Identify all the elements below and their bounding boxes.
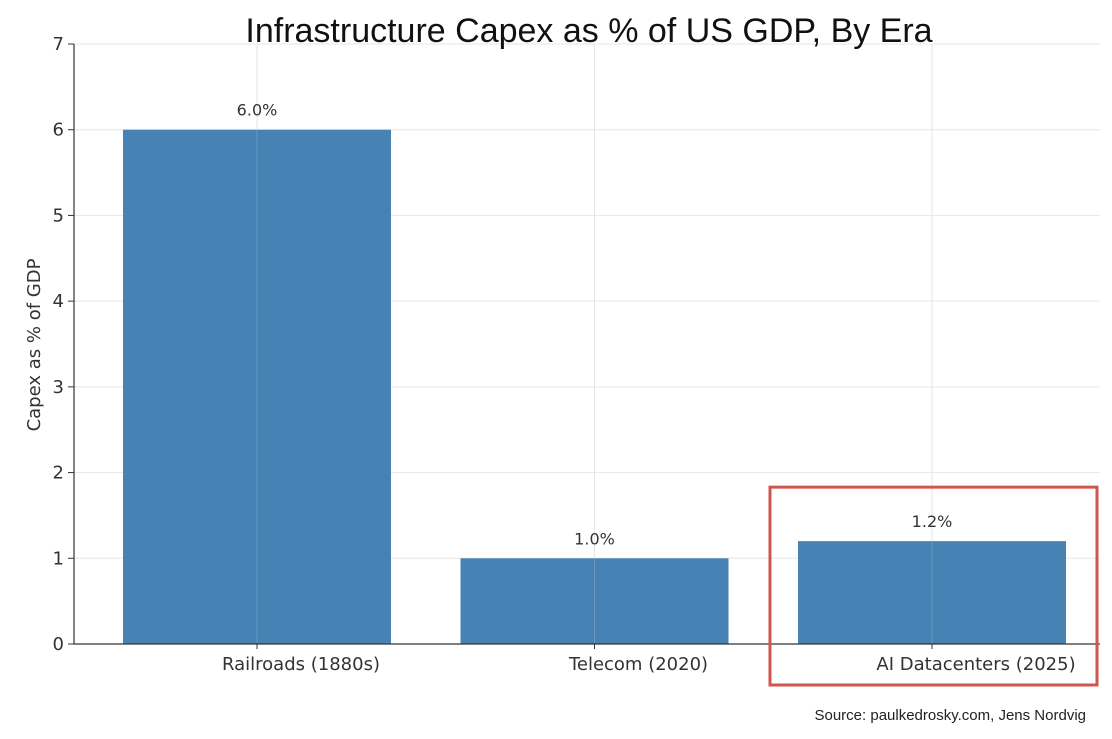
data-label-0: 6.0% bbox=[237, 101, 278, 120]
bar-0 bbox=[123, 129, 391, 644]
y-tick-label-0: 0 bbox=[53, 634, 64, 655]
y-tick-label-6: 6 bbox=[53, 120, 64, 141]
y-axis-label: Capex as % of GDP bbox=[24, 258, 45, 431]
y-tick-label-4: 4 bbox=[53, 291, 64, 312]
y-tick-label-5: 5 bbox=[53, 205, 64, 226]
y-tick-label-7: 7 bbox=[53, 34, 64, 55]
bars bbox=[123, 129, 1066, 644]
source-note: Source: paulkedrosky.com, Jens Nordvig bbox=[814, 707, 1086, 724]
bar-1 bbox=[460, 558, 729, 644]
data-label-2: 1.2% bbox=[912, 512, 953, 531]
x-tick-label-1: Telecom (2020) bbox=[568, 654, 708, 675]
y-tick-label-2: 2 bbox=[53, 463, 64, 484]
x-tick-label-2: AI Datacenters (2025) bbox=[876, 654, 1075, 675]
x-tick-label-0: Railroads (1880s) bbox=[222, 654, 380, 675]
highlight-box bbox=[768, 485, 1099, 687]
y-tick-label-1: 1 bbox=[53, 548, 64, 569]
chart-title: Infrastructure Capex as % of US GDP, By … bbox=[245, 12, 932, 50]
bar-2 bbox=[798, 541, 1066, 644]
data-label-1: 1.0% bbox=[574, 529, 615, 548]
axes bbox=[68, 43, 1100, 649]
y-tick-label-3: 3 bbox=[53, 377, 64, 398]
labels: 6.0% 1.0% 1.2% 0 1 2 3 4 5 6 7 Railroads (1880s) Tel… bbox=[24, 34, 1099, 687]
